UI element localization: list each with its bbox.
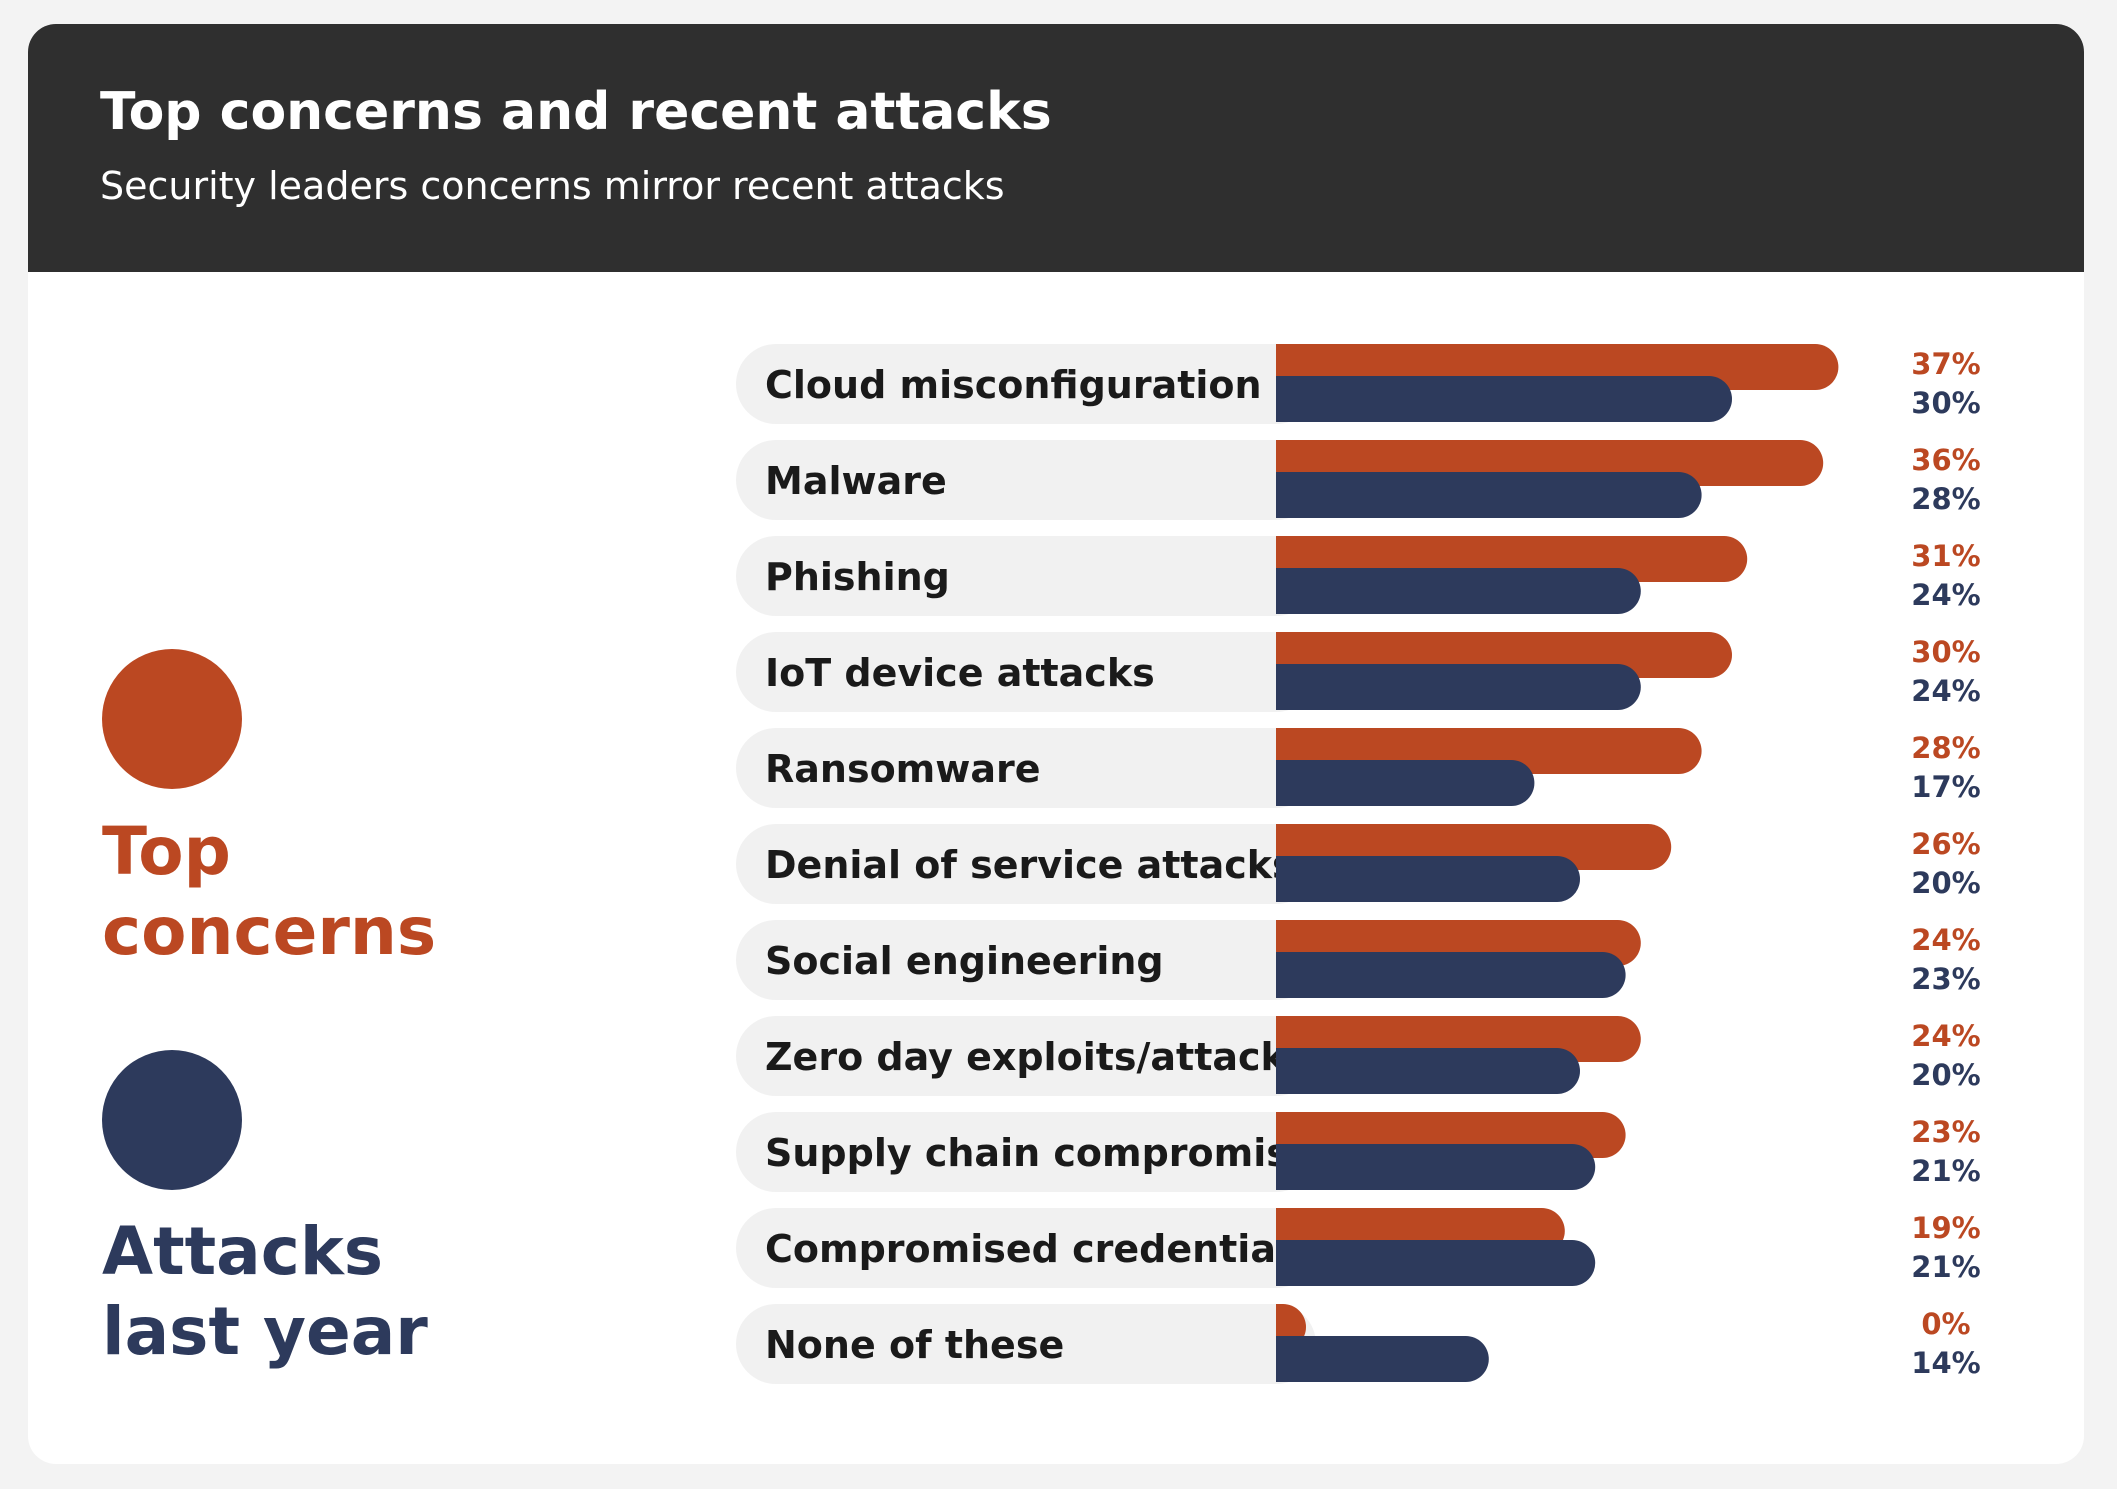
value-label-top-concerns-cloud-misconfiguration: 37% <box>1911 347 1980 381</box>
category-pill-denial-of-service-attacks <box>736 824 1316 904</box>
legend-dot-top-concerns <box>102 649 242 789</box>
category-label-zero-day-exploits-attacks: Zero day exploits/attacks <box>765 1035 1308 1079</box>
legend-label-top-concerns-line1: Top <box>102 813 231 890</box>
bar-attacks-last-year-social-engineering <box>1276 952 1626 998</box>
category-label-denial-of-service-attacks: Denial of service attacks <box>765 843 1295 887</box>
category-pill-supply-chain-compromise <box>736 1112 1316 1192</box>
header-banner: Top concerns and recent attacks Security… <box>28 24 2084 272</box>
value-label-attacks-last-year-ransomware: 17% <box>1911 770 1980 804</box>
bar-attacks-last-year-supply-chain-compromise <box>1276 1144 1596 1190</box>
category-pill-compromised-credentials <box>736 1208 1316 1288</box>
value-label-attacks-last-year-denial-of-service-attacks: 20% <box>1911 866 1980 900</box>
category-pill-social-engineering <box>736 920 1316 1000</box>
legend-label-attacks-last-year-line2: last year <box>102 1293 428 1370</box>
category-pill-none-of-these <box>736 1304 1316 1384</box>
category-pill-phishing <box>736 536 1316 616</box>
category-label-cloud-misconfiguration: Cloud misconfiguration <box>765 363 1262 407</box>
bar-attacks-last-year-compromised-credentials <box>1276 1240 1596 1286</box>
category-pill-zero-day-exploits-attacks <box>736 1016 1316 1096</box>
value-label-attacks-last-year-iot-device-attacks: 24% <box>1911 674 1980 708</box>
bar-attacks-last-year-cloud-misconfiguration <box>1276 376 1732 422</box>
value-label-attacks-last-year-cloud-misconfiguration: 30% <box>1911 386 1980 420</box>
value-label-top-concerns-iot-device-attacks: 30% <box>1911 635 1980 669</box>
category-label-social-engineering: Social engineering <box>765 939 1164 983</box>
value-label-top-concerns-malware: 36% <box>1911 443 1980 477</box>
value-label-attacks-last-year-supply-chain-compromise: 21% <box>1911 1154 1980 1188</box>
value-label-top-concerns-compromised-credentials: 19% <box>1911 1211 1980 1245</box>
value-label-attacks-last-year-zero-day-exploits-attacks: 20% <box>1911 1058 1980 1092</box>
value-label-top-concerns-social-engineering: 24% <box>1911 923 1980 957</box>
category-label-supply-chain-compromise: Supply chain compromise <box>765 1131 1315 1175</box>
legend-label-attacks-last-year: Attacks last year <box>102 1212 428 1372</box>
category-label-malware: Malware <box>765 459 947 503</box>
value-label-attacks-last-year-phishing: 24% <box>1911 578 1980 612</box>
category-pill-iot-device-attacks <box>736 632 1316 712</box>
bar-attacks-last-year-malware <box>1276 472 1702 518</box>
value-label-attacks-last-year-none-of-these: 14% <box>1911 1346 1980 1380</box>
legend-label-top-concerns-line2: concerns <box>102 893 437 970</box>
bar-attacks-last-year-none-of-these <box>1276 1336 1489 1382</box>
bar-attacks-last-year-denial-of-service-attacks <box>1276 856 1580 902</box>
value-label-attacks-last-year-malware: 28% <box>1911 482 1980 516</box>
category-pill-ransomware <box>736 728 1316 808</box>
value-label-top-concerns-supply-chain-compromise: 23% <box>1911 1115 1980 1149</box>
category-label-iot-device-attacks: IoT device attacks <box>765 651 1155 695</box>
category-pill-malware <box>736 440 1316 520</box>
value-label-top-concerns-ransomware: 28% <box>1911 731 1980 765</box>
category-label-ransomware: Ransomware <box>765 747 1041 791</box>
legend-dot-attacks-last-year <box>102 1050 242 1190</box>
bar-attacks-last-year-iot-device-attacks <box>1276 664 1641 710</box>
legend-label-top-concerns: Top concerns <box>102 812 436 972</box>
legend-label-attacks-last-year-line1: Attacks <box>102 1213 384 1290</box>
value-label-top-concerns-denial-of-service-attacks: 26% <box>1911 827 1980 861</box>
value-label-top-concerns-none-of-these: 0% <box>1921 1307 1970 1341</box>
bar-attacks-last-year-phishing <box>1276 568 1641 614</box>
value-label-top-concerns-phishing: 31% <box>1911 539 1980 573</box>
category-label-phishing: Phishing <box>765 555 950 599</box>
category-pill-cloud-misconfiguration <box>736 344 1316 424</box>
chart-subtitle: Security leaders concerns mirror recent … <box>100 164 1005 208</box>
bar-attacks-last-year-ransomware <box>1276 760 1535 806</box>
chart-title: Top concerns and recent attacks <box>100 82 1052 142</box>
category-label-compromised-credentials: Compromised credentials <box>765 1227 1312 1271</box>
value-label-top-concerns-zero-day-exploits-attacks: 24% <box>1911 1019 1980 1053</box>
value-label-attacks-last-year-social-engineering: 23% <box>1911 962 1980 996</box>
category-label-none-of-these: None of these <box>765 1323 1064 1367</box>
value-label-attacks-last-year-compromised-credentials: 21% <box>1911 1250 1980 1284</box>
bar-attacks-last-year-zero-day-exploits-attacks <box>1276 1048 1580 1094</box>
